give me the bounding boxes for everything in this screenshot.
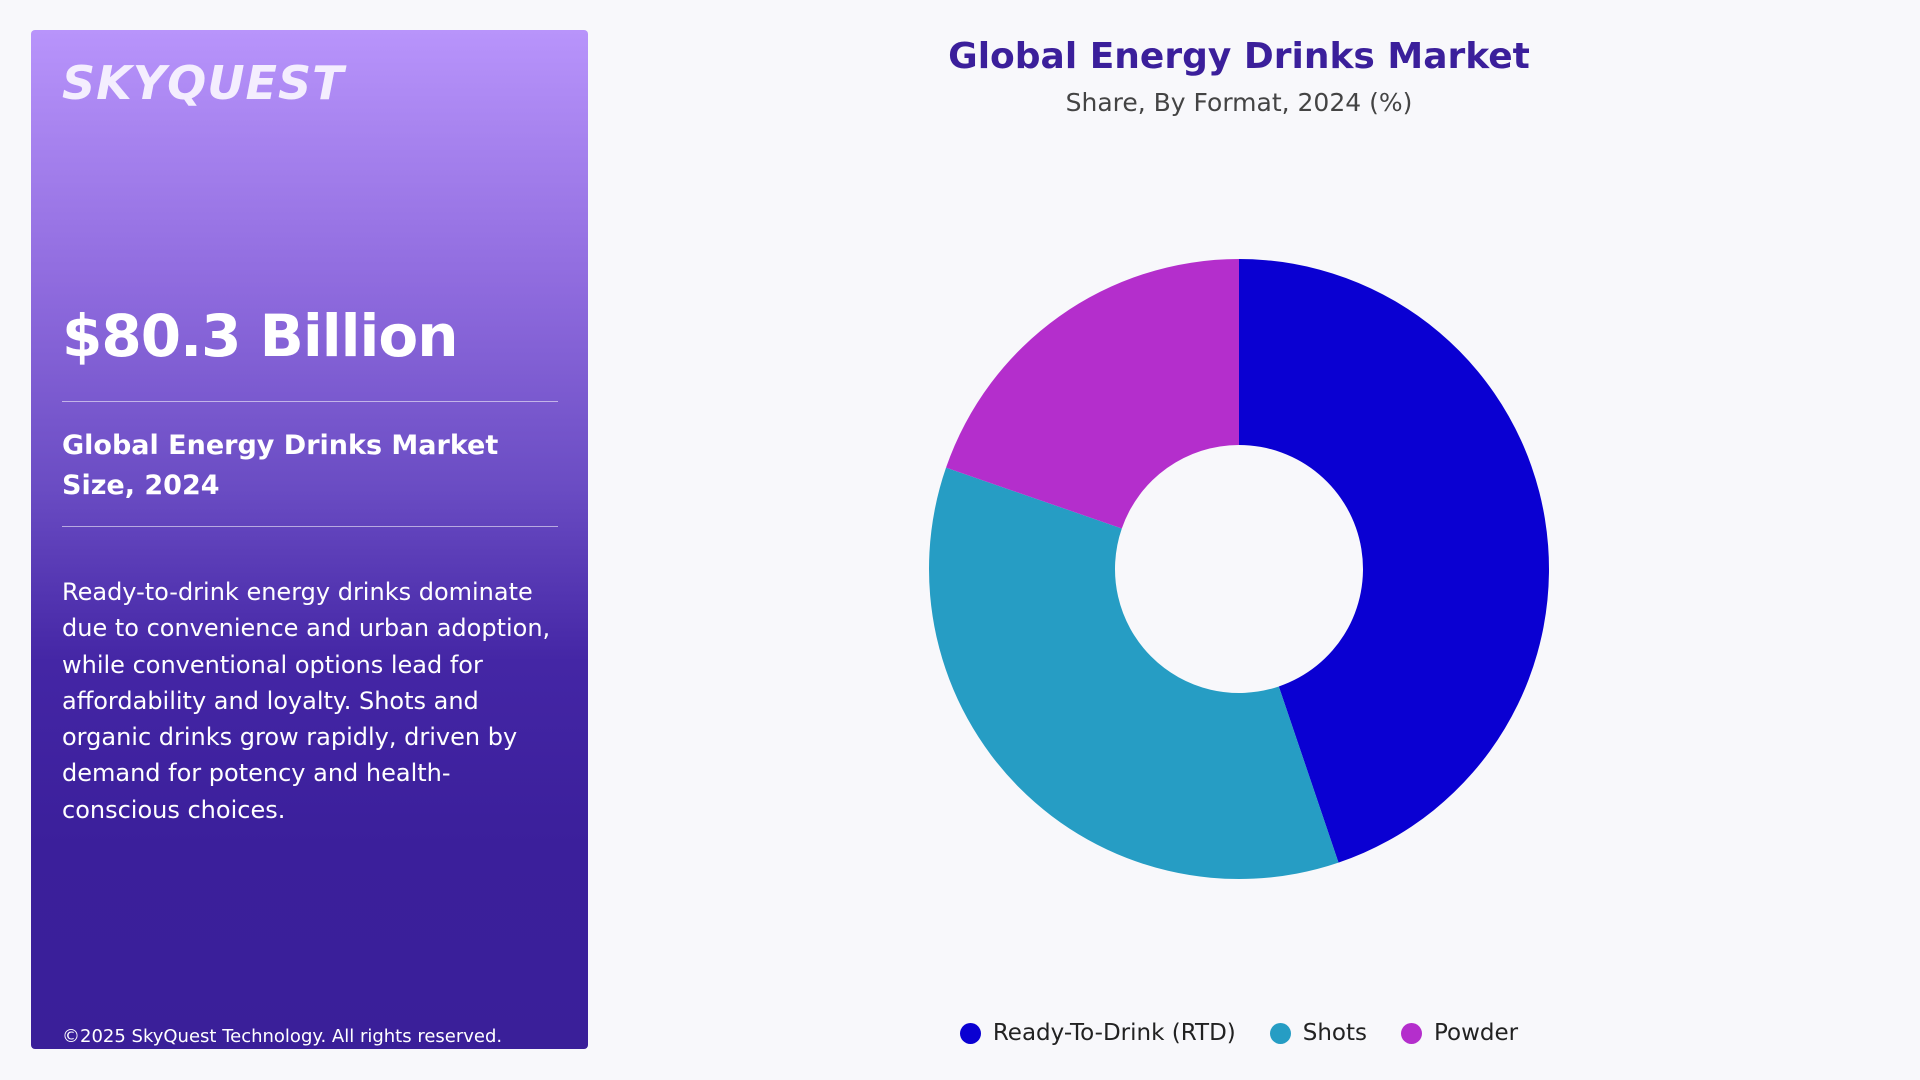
donut-chart: [929, 259, 1549, 879]
chart-legend: Ready-To-Drink (RTD) Shots Powder: [700, 1020, 1778, 1046]
divider-top: [62, 401, 558, 402]
donut-slice-shots: [929, 467, 1339, 879]
donut-slice-powder: [946, 259, 1239, 529]
skyquest-logo: SKYQUEST: [62, 56, 345, 110]
market-size-label: Global Energy Drinks Market Size, 2024: [62, 430, 499, 501]
legend-item: Powder: [1401, 1020, 1518, 1046]
legend-swatch: [1269, 1022, 1291, 1044]
legend-label: Powder: [1434, 1020, 1519, 1046]
market-description: Ready-to-drink energy drinks dominate du…: [62, 578, 551, 824]
copyright-notice: ©2025 SkyQuest Technology. All rights re…: [62, 1026, 503, 1047]
info-panel: SKYQUEST $80.3 Billion Global Energy Dri…: [31, 30, 588, 1049]
legend-label: Ready-To-Drink (RTD): [992, 1020, 1236, 1046]
legend-swatch: [1401, 1022, 1422, 1044]
chart-title: Global Energy Drinks Market: [948, 36, 1530, 77]
legend-item: Ready-To-Drink (RTD): [959, 1020, 1236, 1046]
legend-swatch: [959, 1022, 981, 1044]
chart-subtitle: Share, By Format, 2024 (%): [1065, 88, 1413, 117]
divider-bottom: [62, 526, 558, 527]
donut-slice-ready-to-drink-rtd: [1239, 259, 1549, 863]
legend-label: Shots: [1302, 1020, 1367, 1046]
legend-item: Shots: [1269, 1020, 1367, 1046]
market-value: $80.3 Billion: [62, 302, 459, 370]
